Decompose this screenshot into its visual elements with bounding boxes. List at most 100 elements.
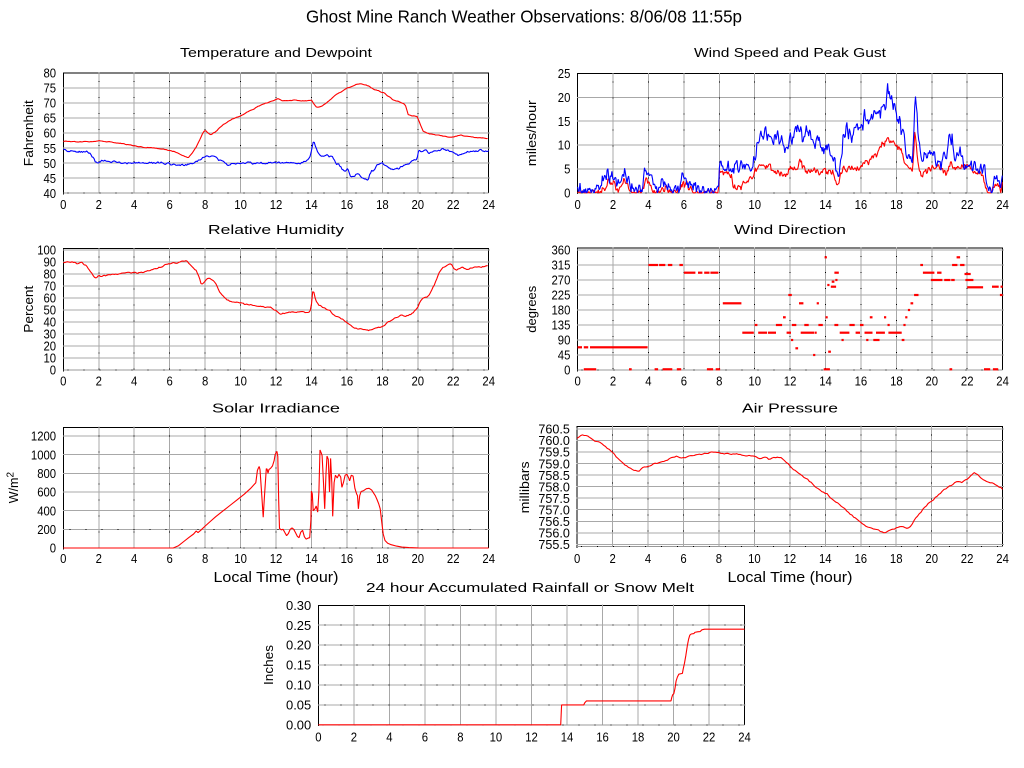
svg-text:Relative Humidity: Relative Humidity bbox=[208, 222, 345, 237]
svg-text:100: 100 bbox=[37, 243, 56, 258]
svg-text:4: 4 bbox=[645, 197, 651, 212]
svg-text:12: 12 bbox=[270, 197, 283, 212]
svg-text:22: 22 bbox=[961, 197, 974, 212]
svg-text:45: 45 bbox=[44, 171, 57, 186]
svg-text:12: 12 bbox=[784, 374, 797, 389]
svg-text:30: 30 bbox=[44, 327, 57, 342]
svg-text:8: 8 bbox=[716, 551, 722, 566]
svg-text:W/m2: W/m2 bbox=[6, 472, 22, 504]
svg-text:0.25: 0.25 bbox=[286, 618, 311, 633]
svg-text:22: 22 bbox=[961, 551, 974, 566]
svg-text:2: 2 bbox=[96, 374, 102, 389]
svg-text:759.5: 759.5 bbox=[538, 445, 570, 460]
svg-text:2: 2 bbox=[610, 197, 616, 212]
svg-text:24: 24 bbox=[996, 197, 1009, 212]
svg-text:10: 10 bbox=[748, 551, 761, 566]
svg-text:4: 4 bbox=[131, 197, 137, 212]
svg-text:24: 24 bbox=[482, 197, 495, 212]
svg-text:20: 20 bbox=[412, 551, 425, 566]
svg-text:12: 12 bbox=[270, 551, 283, 566]
svg-text:12: 12 bbox=[784, 551, 797, 566]
svg-text:60: 60 bbox=[44, 126, 57, 141]
svg-text:4: 4 bbox=[386, 730, 392, 745]
svg-text:400: 400 bbox=[37, 503, 56, 518]
svg-text:20: 20 bbox=[926, 197, 939, 212]
svg-text:757.5: 757.5 bbox=[538, 491, 570, 506]
svg-text:16: 16 bbox=[596, 730, 609, 745]
svg-text:10: 10 bbox=[44, 351, 57, 366]
svg-text:8: 8 bbox=[202, 374, 208, 389]
svg-text:315: 315 bbox=[552, 258, 571, 273]
svg-text:2: 2 bbox=[96, 551, 102, 566]
svg-text:14: 14 bbox=[561, 730, 574, 745]
svg-text:0.30: 0.30 bbox=[286, 598, 311, 613]
svg-text:0: 0 bbox=[60, 374, 66, 389]
svg-text:12: 12 bbox=[270, 374, 283, 389]
svg-text:55: 55 bbox=[44, 141, 57, 156]
svg-text:755.5: 755.5 bbox=[538, 537, 570, 552]
svg-text:20: 20 bbox=[926, 374, 939, 389]
svg-text:70: 70 bbox=[44, 96, 57, 111]
svg-text:2: 2 bbox=[96, 197, 102, 212]
svg-text:6: 6 bbox=[681, 374, 687, 389]
svg-text:18: 18 bbox=[890, 374, 903, 389]
svg-text:60: 60 bbox=[44, 291, 57, 306]
svg-text:50: 50 bbox=[44, 303, 57, 318]
svg-text:14: 14 bbox=[305, 551, 318, 566]
svg-text:24: 24 bbox=[738, 730, 751, 745]
svg-text:24 hour Accumulated Rainfall o: 24 hour Accumulated Rainfall or Snow Mel… bbox=[366, 580, 695, 595]
svg-text:4: 4 bbox=[131, 551, 137, 566]
svg-text:8: 8 bbox=[202, 551, 208, 566]
svg-text:22: 22 bbox=[703, 730, 716, 745]
svg-text:0.00: 0.00 bbox=[286, 717, 311, 732]
svg-text:1000: 1000 bbox=[31, 447, 56, 462]
svg-text:15: 15 bbox=[558, 114, 571, 129]
svg-text:225: 225 bbox=[552, 288, 571, 303]
svg-text:16: 16 bbox=[855, 551, 868, 566]
svg-text:18: 18 bbox=[376, 197, 389, 212]
svg-text:40: 40 bbox=[44, 186, 57, 201]
svg-text:360: 360 bbox=[552, 243, 571, 258]
svg-text:10: 10 bbox=[558, 138, 571, 153]
svg-text:0.20: 0.20 bbox=[286, 638, 311, 653]
svg-text:14: 14 bbox=[819, 374, 832, 389]
svg-text:10: 10 bbox=[748, 197, 761, 212]
svg-text:10: 10 bbox=[234, 197, 247, 212]
svg-text:90: 90 bbox=[44, 255, 57, 270]
svg-text:135: 135 bbox=[552, 318, 571, 333]
svg-text:4: 4 bbox=[645, 551, 651, 566]
svg-text:0: 0 bbox=[60, 197, 66, 212]
svg-text:6: 6 bbox=[681, 197, 687, 212]
svg-text:Air Pressure: Air Pressure bbox=[742, 401, 838, 416]
svg-text:18: 18 bbox=[890, 197, 903, 212]
svg-text:0: 0 bbox=[574, 197, 580, 212]
svg-text:2: 2 bbox=[610, 374, 616, 389]
svg-text:22: 22 bbox=[447, 197, 460, 212]
svg-text:0: 0 bbox=[50, 541, 56, 556]
svg-text:270: 270 bbox=[552, 273, 571, 288]
svg-text:758.5: 758.5 bbox=[538, 468, 570, 483]
svg-text:20: 20 bbox=[412, 197, 425, 212]
svg-text:756.5: 756.5 bbox=[538, 514, 570, 529]
svg-text:0: 0 bbox=[574, 374, 580, 389]
svg-text:22: 22 bbox=[447, 551, 460, 566]
svg-text:0: 0 bbox=[564, 185, 570, 200]
svg-text:24: 24 bbox=[482, 551, 495, 566]
svg-text:20: 20 bbox=[667, 730, 680, 745]
svg-text:200: 200 bbox=[37, 522, 56, 537]
svg-text:20: 20 bbox=[558, 90, 571, 105]
svg-text:Local Time (hour): Local Time (hour) bbox=[214, 570, 339, 586]
svg-text:20: 20 bbox=[44, 339, 57, 354]
svg-text:758.0: 758.0 bbox=[538, 479, 570, 494]
svg-text:80: 80 bbox=[44, 267, 57, 282]
svg-text:16: 16 bbox=[855, 197, 868, 212]
svg-text:8: 8 bbox=[202, 197, 208, 212]
svg-text:14: 14 bbox=[819, 551, 832, 566]
svg-text:24: 24 bbox=[996, 374, 1009, 389]
svg-text:14: 14 bbox=[819, 197, 832, 212]
svg-text:0: 0 bbox=[60, 551, 66, 566]
svg-text:10: 10 bbox=[234, 374, 247, 389]
svg-text:180: 180 bbox=[552, 303, 571, 318]
svg-text:12: 12 bbox=[784, 197, 797, 212]
svg-text:0: 0 bbox=[50, 363, 56, 378]
